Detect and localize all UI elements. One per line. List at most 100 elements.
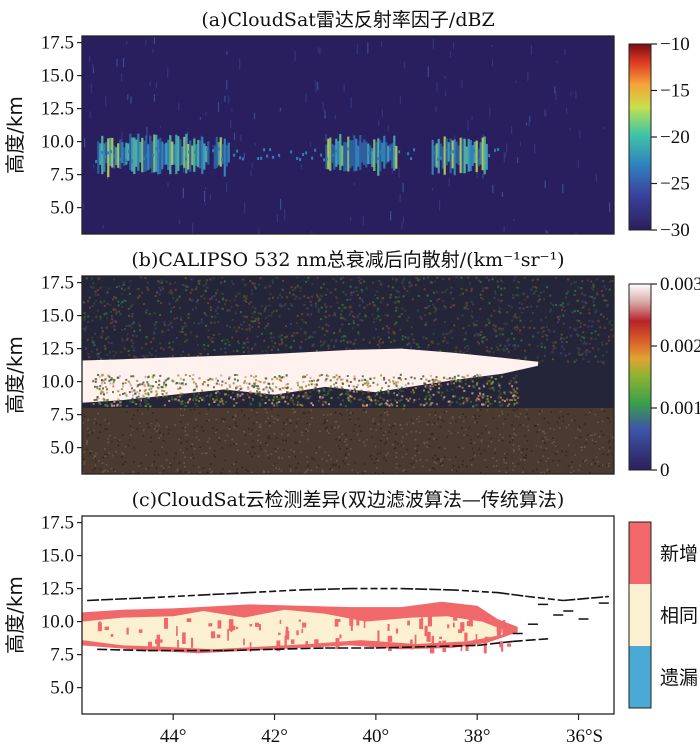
cloud-texture bbox=[243, 380, 246, 382]
attenuated-speckle bbox=[532, 469, 535, 472]
backscatter-noise bbox=[100, 301, 103, 304]
cloud-texture bbox=[208, 403, 211, 406]
colorbar-tick-label: −15 bbox=[660, 81, 690, 102]
added-cell bbox=[424, 625, 428, 637]
backscatter-noise bbox=[200, 318, 203, 321]
attenuated-speckle bbox=[395, 433, 397, 435]
backscatter-noise bbox=[449, 291, 452, 294]
added-cell bbox=[186, 618, 192, 622]
category-label: 遗漏 bbox=[660, 667, 698, 689]
added-cell bbox=[438, 640, 442, 648]
attenuated-speckle bbox=[124, 445, 127, 448]
cloud-texture bbox=[327, 392, 330, 395]
backscatter-noise bbox=[476, 320, 478, 322]
cloud-texture bbox=[337, 377, 340, 380]
attenuated-speckle bbox=[471, 447, 474, 450]
attenuated-speckle bbox=[519, 423, 521, 426]
backscatter-noise bbox=[196, 299, 199, 302]
y-tick-label: 10.0 bbox=[41, 132, 74, 153]
backscatter-noise bbox=[340, 316, 342, 319]
added-cell bbox=[339, 634, 342, 639]
backscatter-noise bbox=[316, 296, 319, 299]
cloud-texture bbox=[470, 400, 472, 403]
backscatter-noise bbox=[309, 300, 312, 303]
top-boundary-line bbox=[147, 594, 199, 599]
backscatter-noise bbox=[501, 333, 504, 336]
backscatter-noise bbox=[344, 318, 347, 321]
attenuated-speckle bbox=[446, 435, 449, 438]
backscatter-noise bbox=[280, 338, 283, 341]
backscatter-noise bbox=[401, 307, 404, 310]
backscatter-noise bbox=[532, 285, 535, 288]
backscatter-noise bbox=[482, 336, 485, 339]
backscatter-noise bbox=[519, 329, 522, 332]
backscatter-noise bbox=[362, 338, 365, 341]
reflectivity-cell bbox=[163, 143, 166, 165]
attenuated-speckle bbox=[180, 437, 182, 439]
cloud-texture bbox=[455, 386, 458, 389]
attenuated-speckle bbox=[395, 452, 398, 454]
reflectivity-cell bbox=[188, 150, 191, 154]
backscatter-noise bbox=[311, 295, 314, 298]
backscatter-noise bbox=[306, 313, 309, 316]
attenuated-speckle bbox=[266, 411, 268, 414]
cloud-texture bbox=[418, 398, 421, 401]
backscatter-noise bbox=[464, 338, 467, 341]
noise-speckle bbox=[92, 68, 95, 74]
cloud-texture bbox=[476, 397, 479, 400]
backscatter-noise bbox=[551, 351, 554, 354]
backscatter-noise bbox=[265, 349, 268, 352]
attenuated-speckle bbox=[190, 445, 193, 448]
backscatter-noise bbox=[281, 296, 283, 299]
backscatter-noise bbox=[130, 339, 133, 342]
noise-speckle bbox=[529, 115, 531, 122]
cloud-texture bbox=[397, 387, 399, 390]
backscatter-noise bbox=[602, 361, 605, 364]
cloud-texture bbox=[163, 390, 166, 392]
cloud-texture bbox=[235, 402, 238, 404]
cloud-texture bbox=[181, 393, 184, 396]
cloud-texture bbox=[227, 394, 230, 397]
backscatter-noise bbox=[492, 351, 495, 354]
attenuated-speckle bbox=[235, 425, 238, 428]
attenuated-speckle bbox=[537, 461, 540, 463]
backscatter-noise bbox=[594, 330, 597, 333]
backscatter-noise bbox=[230, 305, 233, 308]
cloud-texture bbox=[239, 385, 242, 388]
backscatter-noise bbox=[236, 350, 239, 352]
cloud-texture bbox=[510, 391, 513, 394]
cloud-texture bbox=[352, 390, 355, 393]
cloud-texture bbox=[459, 403, 462, 406]
cloud-texture bbox=[325, 394, 328, 397]
attenuated-speckle bbox=[364, 463, 366, 465]
attenuated-speckle bbox=[428, 469, 431, 471]
backscatter-noise bbox=[259, 312, 262, 315]
cloud-texture bbox=[499, 386, 502, 389]
reflectivity-cell bbox=[339, 134, 342, 171]
attenuated-speckle bbox=[434, 414, 437, 417]
backscatter-noise bbox=[296, 314, 299, 317]
backscatter-noise bbox=[354, 348, 357, 351]
noise-speckle bbox=[530, 45, 532, 55]
noise-speckle bbox=[84, 138, 86, 148]
y-tick-label: 15.0 bbox=[41, 546, 74, 567]
noise-speckle bbox=[381, 41, 383, 47]
backscatter-noise bbox=[247, 350, 250, 353]
backscatter-noise bbox=[517, 358, 520, 361]
reflectivity-cell bbox=[413, 148, 416, 152]
attenuated-speckle bbox=[270, 408, 273, 410]
cloud-texture bbox=[198, 400, 200, 403]
cloud-texture bbox=[122, 385, 124, 388]
attenuated-speckle bbox=[259, 441, 262, 444]
panel-a-y-label: 高度/km bbox=[3, 96, 27, 174]
backscatter-noise bbox=[264, 307, 267, 310]
noise-speckle bbox=[311, 231, 313, 234]
attenuated-speckle bbox=[176, 469, 179, 472]
cloud-texture bbox=[239, 388, 242, 391]
backscatter-noise bbox=[582, 336, 585, 338]
backscatter-noise bbox=[391, 277, 394, 280]
backscatter-noise bbox=[146, 286, 149, 289]
backscatter-noise bbox=[171, 326, 174, 329]
backscatter-noise bbox=[92, 286, 95, 289]
cloud-texture bbox=[340, 378, 343, 381]
